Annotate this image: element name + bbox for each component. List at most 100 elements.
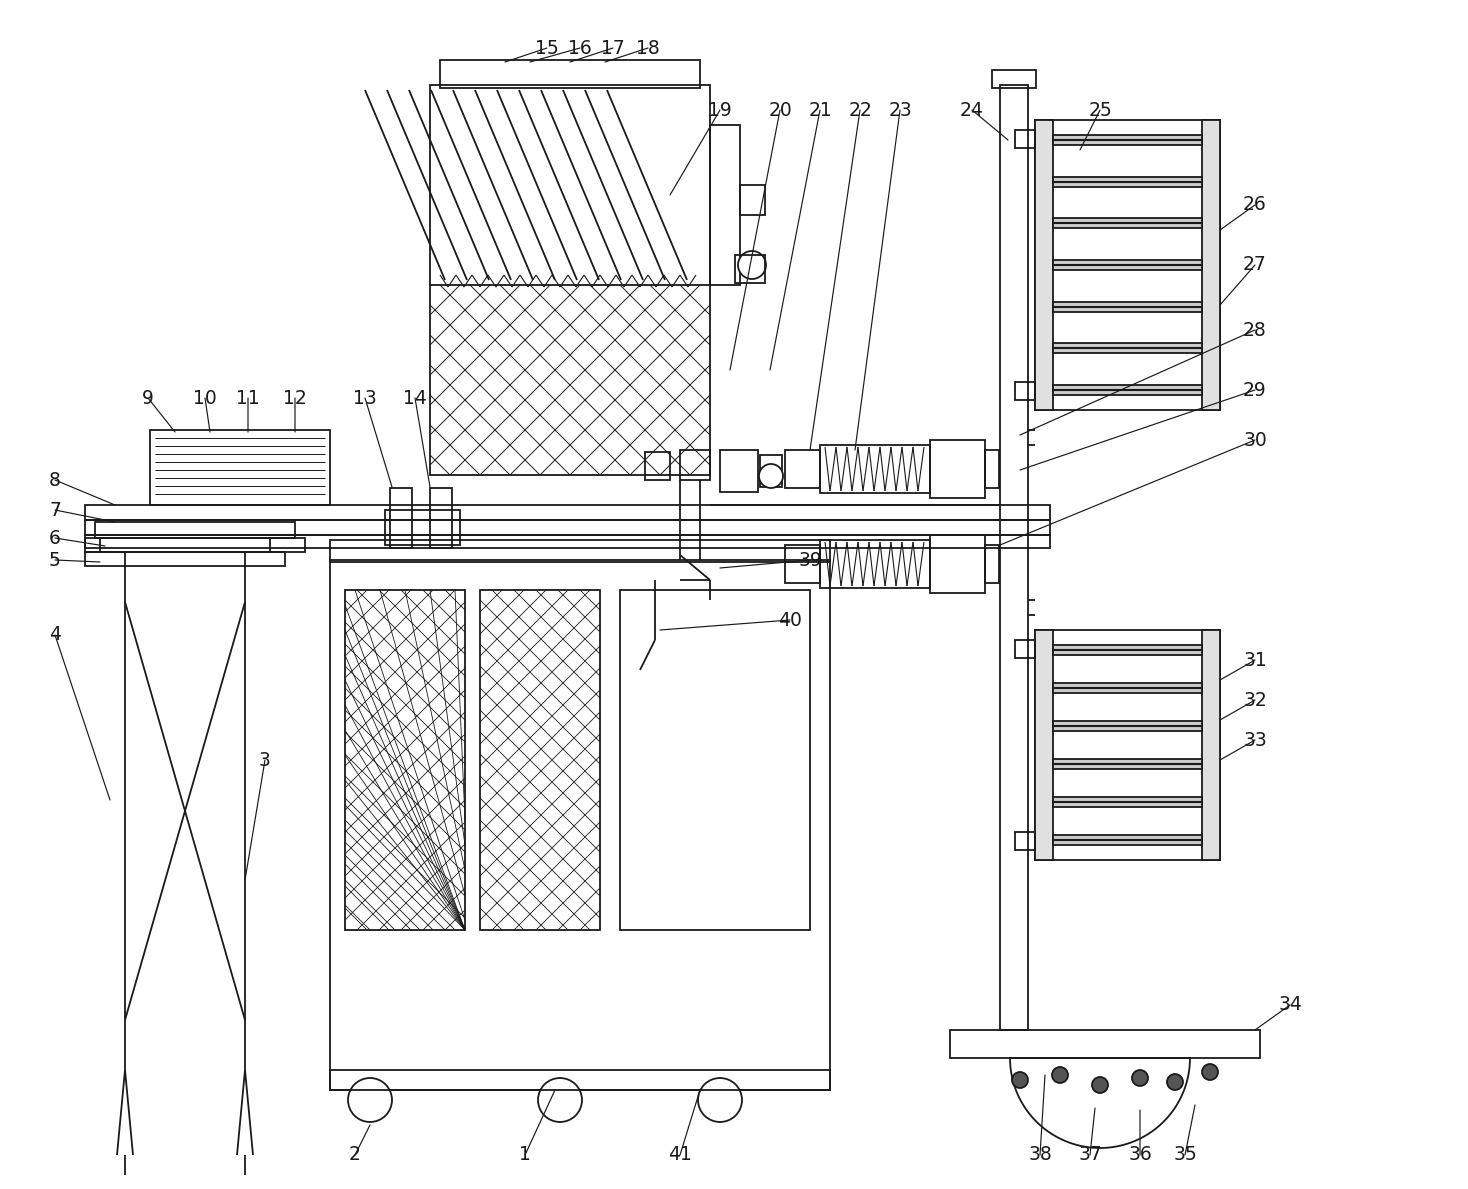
Circle shape — [1132, 1070, 1148, 1086]
Circle shape — [537, 1078, 581, 1122]
Text: 34: 34 — [1279, 995, 1302, 1014]
Bar — [1053, 721, 1202, 731]
Text: 33: 33 — [1243, 730, 1267, 749]
Text: 37: 37 — [1078, 1145, 1102, 1164]
Text: 14: 14 — [404, 389, 427, 408]
Bar — [1035, 120, 1220, 410]
Text: 31: 31 — [1243, 650, 1267, 669]
Text: 13: 13 — [354, 389, 377, 408]
Bar — [1014, 640, 1035, 658]
Bar — [735, 254, 765, 283]
Bar — [1053, 385, 1202, 395]
Bar — [680, 449, 711, 480]
Text: 4: 4 — [48, 625, 62, 644]
Bar — [1035, 630, 1053, 860]
Bar — [644, 452, 669, 480]
Bar — [785, 449, 821, 487]
Bar — [440, 59, 700, 88]
Text: 36: 36 — [1127, 1145, 1152, 1164]
Bar — [950, 1030, 1260, 1058]
Bar — [345, 590, 465, 930]
Text: 16: 16 — [568, 38, 592, 57]
Bar — [719, 449, 757, 492]
Circle shape — [1092, 1077, 1108, 1093]
Bar — [95, 522, 295, 537]
Bar — [619, 590, 810, 930]
Bar — [330, 560, 829, 1090]
Text: 29: 29 — [1243, 380, 1267, 400]
Text: 17: 17 — [600, 38, 625, 57]
Text: 40: 40 — [778, 610, 802, 629]
Text: 12: 12 — [283, 389, 307, 408]
Bar — [1014, 832, 1035, 850]
Bar — [100, 537, 270, 552]
Bar — [390, 487, 413, 548]
Text: 41: 41 — [668, 1145, 691, 1164]
Bar — [711, 125, 740, 285]
Bar — [85, 535, 1050, 548]
Text: 30: 30 — [1243, 430, 1267, 449]
Bar — [821, 540, 931, 589]
Circle shape — [1053, 1067, 1069, 1083]
Bar — [1053, 759, 1202, 769]
Bar — [1053, 136, 1202, 145]
Bar — [385, 510, 459, 545]
Bar — [330, 1070, 829, 1090]
Text: 3: 3 — [258, 750, 272, 769]
Text: 11: 11 — [236, 389, 260, 408]
Bar — [1053, 644, 1202, 655]
Text: 7: 7 — [48, 501, 62, 520]
Circle shape — [348, 1078, 392, 1122]
Text: 27: 27 — [1243, 256, 1267, 275]
Text: 22: 22 — [849, 101, 872, 120]
Text: 38: 38 — [1028, 1145, 1053, 1164]
Bar — [785, 545, 821, 583]
Bar — [85, 537, 305, 552]
Circle shape — [697, 1078, 741, 1122]
Bar — [821, 445, 931, 493]
Circle shape — [738, 251, 766, 279]
Text: 25: 25 — [1088, 101, 1111, 120]
Bar — [992, 70, 1036, 88]
Bar — [1202, 120, 1220, 410]
Bar — [150, 430, 330, 505]
Bar — [985, 449, 1000, 487]
Circle shape — [1167, 1074, 1183, 1090]
Text: 20: 20 — [768, 101, 791, 120]
Text: 8: 8 — [48, 471, 62, 490]
Bar — [1053, 835, 1202, 845]
Bar — [430, 487, 452, 548]
Text: 6: 6 — [48, 528, 62, 547]
Bar — [1053, 177, 1202, 187]
Text: 39: 39 — [799, 551, 822, 570]
Bar — [1035, 630, 1220, 860]
Text: 19: 19 — [708, 101, 733, 120]
Bar — [1014, 382, 1035, 400]
Bar — [1053, 682, 1202, 693]
Text: 21: 21 — [807, 101, 832, 120]
Text: 35: 35 — [1173, 1145, 1196, 1164]
Text: 18: 18 — [636, 38, 661, 57]
Text: 26: 26 — [1243, 195, 1267, 214]
Text: 5: 5 — [48, 551, 62, 570]
Text: 32: 32 — [1243, 691, 1267, 710]
Bar — [85, 505, 1050, 520]
Bar — [1053, 260, 1202, 270]
Text: 15: 15 — [536, 38, 559, 57]
Bar — [1053, 302, 1202, 312]
Text: 1: 1 — [520, 1145, 531, 1164]
Bar — [1202, 630, 1220, 860]
Bar — [760, 455, 782, 487]
Bar — [740, 185, 765, 215]
Text: 2: 2 — [349, 1145, 361, 1164]
Bar — [931, 440, 985, 498]
Bar — [1053, 797, 1202, 807]
Text: 10: 10 — [194, 389, 217, 408]
Bar — [1000, 84, 1028, 1030]
Bar — [931, 535, 985, 593]
Text: 24: 24 — [960, 101, 984, 120]
Text: 28: 28 — [1243, 321, 1267, 340]
Bar — [85, 520, 1050, 535]
Circle shape — [1202, 1064, 1218, 1080]
Bar — [1053, 344, 1202, 353]
